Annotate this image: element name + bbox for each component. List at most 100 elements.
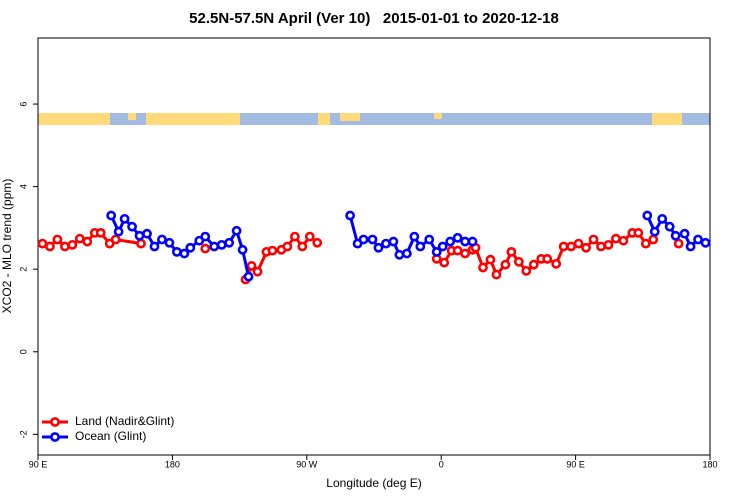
land-band: [318, 113, 330, 125]
point: [401, 248, 412, 259]
point: [367, 234, 378, 245]
point: [506, 246, 517, 257]
point: [59, 241, 70, 252]
point: [381, 238, 391, 249]
y-tick-label: -2: [18, 430, 28, 438]
x-tick-label: 0: [439, 459, 444, 469]
point: [312, 237, 323, 248]
point: [52, 234, 63, 245]
land-band: [38, 113, 110, 125]
point: [439, 257, 450, 268]
point: [297, 241, 308, 252]
x-tick-label: 90 W: [296, 459, 318, 469]
point: [467, 236, 478, 247]
land-band: [128, 113, 136, 120]
point: [679, 228, 690, 239]
land-band: [146, 113, 240, 125]
y-tick-label: 2: [18, 267, 28, 272]
point: [670, 230, 681, 241]
point: [119, 213, 130, 224]
point: [542, 253, 553, 264]
legend-marker: [50, 432, 60, 442]
point: [95, 227, 106, 238]
point: [179, 248, 190, 259]
point: [424, 234, 435, 245]
point: [373, 242, 384, 253]
point: [452, 232, 463, 243]
x-tick-label: 180: [702, 459, 717, 469]
point: [45, 241, 55, 252]
point: [528, 259, 539, 270]
point: [649, 226, 660, 237]
point: [431, 246, 442, 257]
point: [149, 241, 160, 252]
point: [452, 245, 463, 256]
point: [200, 231, 211, 242]
point: [252, 266, 263, 277]
point: [345, 210, 356, 221]
point: [127, 221, 137, 232]
point: [485, 254, 496, 265]
point: [437, 241, 448, 252]
point: [237, 244, 248, 255]
ocean-band: [38, 113, 710, 125]
point: [304, 231, 315, 242]
point: [642, 210, 653, 221]
point: [409, 231, 420, 242]
x-tick-label: 90 E: [29, 459, 48, 469]
point: [596, 241, 606, 252]
point: [415, 241, 426, 252]
point: [566, 241, 577, 252]
x-axis-label: Longitude (deg E): [326, 476, 421, 490]
point: [67, 239, 78, 250]
point: [664, 221, 675, 232]
legend-marker: [50, 417, 60, 427]
point: [460, 236, 470, 247]
point: [74, 233, 85, 244]
point: [500, 259, 511, 270]
point: [185, 242, 196, 253]
point: [657, 213, 668, 224]
point: [685, 241, 696, 252]
land-band: [652, 113, 682, 125]
point: [134, 230, 145, 241]
point: [37, 238, 48, 249]
point: [558, 241, 569, 252]
point: [246, 261, 257, 271]
point: [673, 238, 684, 249]
plot-frame: [37, 37, 711, 456]
point: [700, 237, 711, 248]
point: [491, 269, 502, 280]
land-band: [340, 113, 360, 121]
y-tick-label: 0: [18, 349, 28, 354]
point: [478, 262, 488, 273]
point: [388, 236, 399, 247]
x-tick-label: 180: [165, 459, 180, 469]
point: [445, 236, 456, 247]
point: [106, 210, 117, 221]
point: [648, 234, 659, 245]
point: [282, 241, 293, 252]
point: [267, 245, 278, 256]
point: [521, 265, 532, 276]
point: [603, 239, 614, 250]
legend-label: Land (Nadir&Glint): [75, 414, 174, 428]
point: [618, 235, 629, 246]
point: [157, 234, 167, 245]
point: [110, 234, 121, 245]
y-tick-label: 6: [18, 102, 28, 107]
point: [693, 234, 703, 245]
point: [513, 256, 524, 267]
point: [209, 241, 220, 252]
point: [640, 238, 651, 249]
point: [581, 242, 591, 253]
chart-title: 52.5N-57.5N April (Ver 10) 2015-01-01 to…: [189, 10, 559, 27]
y-axis-label: XCO2 - MLO trend (ppm): [0, 179, 14, 314]
point: [611, 233, 621, 244]
point: [394, 249, 405, 260]
point: [289, 231, 300, 242]
y-tick-label: 4: [18, 184, 28, 189]
point: [460, 248, 470, 259]
point: [142, 228, 152, 239]
